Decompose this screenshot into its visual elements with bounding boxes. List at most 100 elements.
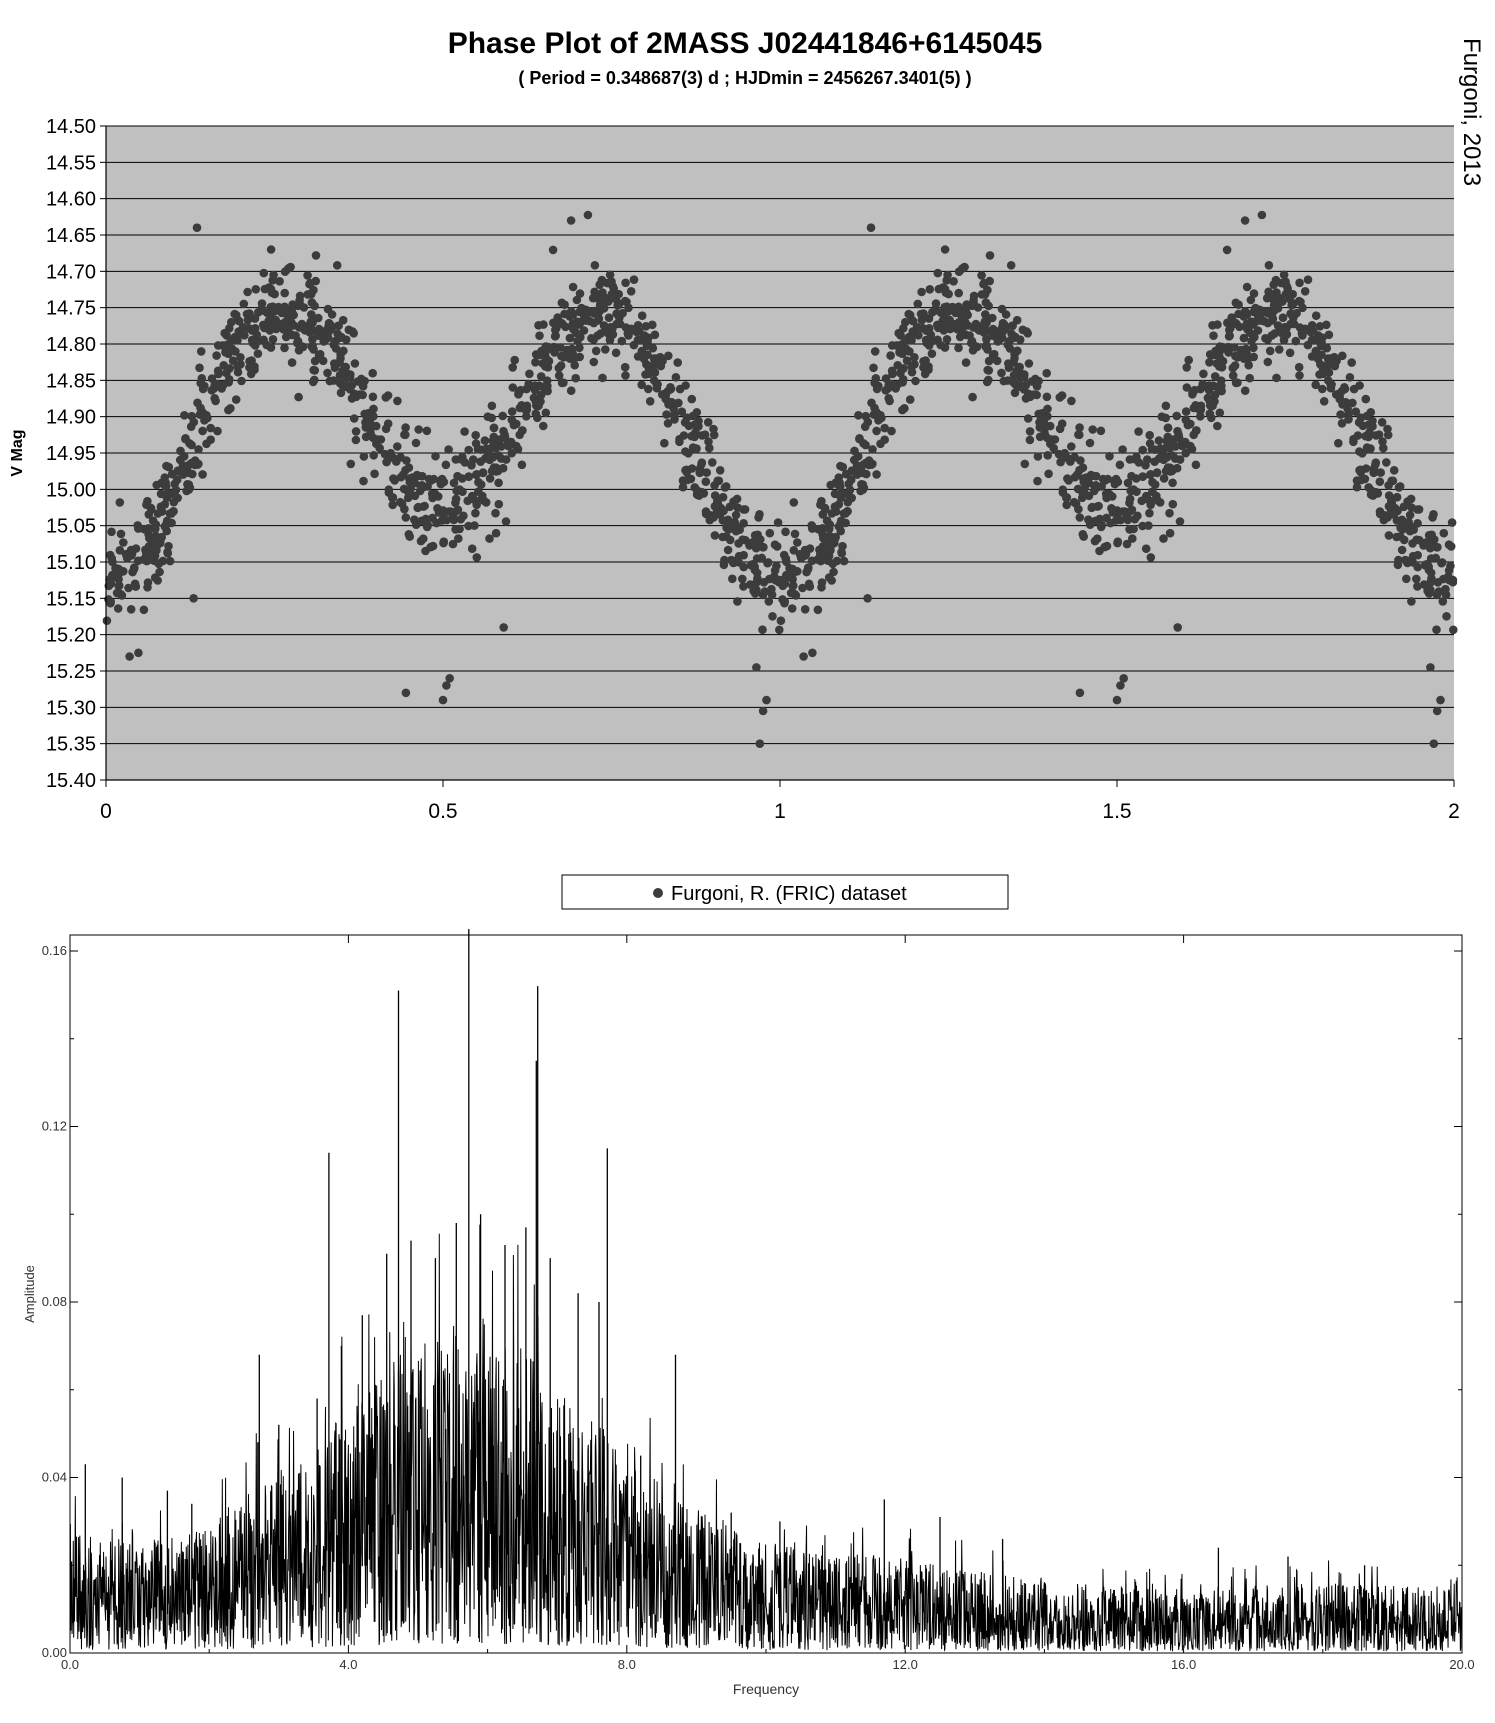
phase-point: [540, 349, 550, 359]
phase-point: [837, 547, 846, 557]
phase-point: [134, 648, 143, 658]
spec-x-tick-label: 20.0: [1449, 1657, 1474, 1672]
phase-point: [836, 519, 845, 528]
legend-marker: [653, 888, 663, 898]
phase-point: [872, 426, 881, 436]
phase-point: [501, 455, 511, 464]
phase-point: [940, 319, 949, 329]
phase-point: [1156, 444, 1165, 453]
phase-point: [246, 369, 256, 379]
phase-point: [1285, 348, 1295, 358]
phase-point: [1191, 460, 1201, 470]
phase-point: [1091, 481, 1101, 490]
phase-point: [1407, 597, 1416, 606]
phase-point: [1215, 408, 1225, 418]
phase-point: [954, 267, 964, 277]
phase-point: [1296, 297, 1305, 307]
phase-point: [615, 313, 624, 323]
phase-point: [575, 343, 584, 353]
phase-point: [453, 505, 463, 515]
phase-point: [885, 396, 894, 406]
phase-point: [817, 578, 827, 587]
phase-point: [652, 383, 662, 393]
spec-y-tick-label: 0.04: [42, 1470, 67, 1485]
phase-point: [758, 706, 768, 716]
phase-point: [251, 285, 261, 294]
phase-point: [1079, 532, 1088, 541]
phase-point: [870, 403, 879, 413]
phase-point: [1127, 471, 1136, 481]
phase-point: [836, 461, 845, 471]
phase-point: [817, 551, 826, 561]
phase-point: [881, 374, 891, 383]
phase-point: [825, 524, 834, 534]
phase-point: [471, 508, 480, 518]
phase-point: [1307, 321, 1317, 330]
phase-point: [1011, 332, 1020, 342]
phase-point: [933, 320, 942, 330]
phase-point: [1000, 320, 1009, 330]
phase-y-tick-label: 15.15: [46, 588, 96, 610]
phase-point: [872, 410, 882, 420]
phase-point: [789, 546, 799, 555]
phase-point: [516, 385, 525, 395]
spec-y-tick-label: 0.16: [42, 943, 67, 958]
phase-point: [1054, 449, 1064, 459]
phase-point: [1263, 357, 1273, 367]
phase-point: [793, 538, 802, 547]
phase-point: [828, 559, 838, 569]
phase-point: [703, 418, 713, 427]
phase-point: [405, 477, 415, 487]
phase-point: [782, 557, 791, 567]
phase-point: [275, 277, 284, 286]
phase-point: [432, 518, 441, 528]
phase-point: [125, 652, 134, 661]
phase-point: [115, 568, 124, 578]
phase-point: [1125, 455, 1135, 464]
phase-point: [1196, 412, 1205, 421]
phase-point: [868, 445, 877, 454]
phase-point: [119, 538, 128, 547]
phase-point: [383, 391, 393, 400]
phase-point: [382, 457, 391, 467]
spec-x-tick-label: 12.0: [893, 1657, 918, 1672]
phase-point: [916, 309, 926, 319]
phase-point: [1010, 371, 1019, 380]
phase-point: [1371, 460, 1380, 469]
phase-point: [326, 320, 335, 330]
phase-point: [1334, 438, 1343, 448]
phase-point: [862, 469, 871, 479]
phase-point: [975, 326, 984, 335]
phase-point: [626, 287, 636, 296]
phase-point: [1249, 343, 1258, 353]
phase-point: [476, 480, 486, 489]
phase-y-tick-label: 14.95: [46, 443, 96, 465]
phase-point: [1289, 313, 1298, 323]
phase-point: [126, 605, 136, 614]
phase-point: [1042, 392, 1052, 402]
phase-point: [187, 411, 196, 421]
phase-point: [1354, 418, 1364, 427]
phase-point: [1189, 430, 1198, 440]
phase-point: [106, 579, 116, 588]
phase-point: [251, 324, 260, 333]
phase-point: [277, 306, 286, 316]
phase-point: [181, 434, 190, 444]
phase-point: [430, 489, 440, 499]
phase-point: [464, 445, 474, 455]
phase-point: [860, 422, 870, 432]
phase-point: [269, 270, 278, 280]
phase-point: [565, 333, 575, 343]
phase-point: [403, 493, 413, 503]
phase-point: [1113, 477, 1123, 487]
phase-point: [1062, 500, 1071, 510]
phase-point: [641, 370, 650, 379]
phase-point: [294, 392, 303, 402]
phase-point: [478, 468, 488, 478]
phase-point: [196, 403, 205, 413]
phase-point: [951, 306, 960, 316]
phase-point: [295, 291, 305, 301]
phase-point: [439, 510, 448, 520]
phase-point: [908, 327, 917, 336]
phase-point: [925, 285, 935, 294]
